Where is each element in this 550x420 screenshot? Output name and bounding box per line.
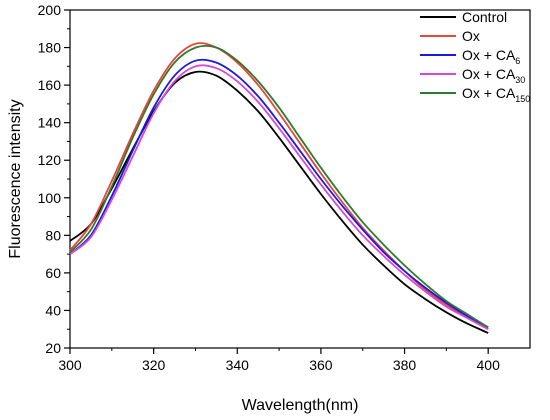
x-tick-label: 340 xyxy=(226,357,250,373)
series-line-1 xyxy=(69,70,489,334)
series-line-5 xyxy=(69,44,489,329)
x-axis: 300 320 340 360 380 400 xyxy=(58,348,500,373)
legend-label-4: Ox + CA30 xyxy=(462,66,525,85)
series-line-2 xyxy=(69,42,489,330)
legend-label-1: Control xyxy=(462,9,507,25)
series-line-3 xyxy=(69,58,489,329)
legend-label-2: Ox xyxy=(462,28,480,44)
y-tick-label: 100 xyxy=(38,190,62,206)
x-tick-label: 380 xyxy=(393,357,417,373)
x-tick-label: 400 xyxy=(477,357,501,373)
series-line-4 xyxy=(69,64,489,330)
y-axis-title: Fluorescence intensity xyxy=(7,99,24,258)
plot-frame xyxy=(69,9,531,349)
y-tick-label: 200 xyxy=(38,2,62,18)
y-axis: 20 40 60 80 100 120 140 160 180 200 xyxy=(38,2,70,356)
legend-label-5: Ox + CA150 xyxy=(462,85,530,104)
x-tick-label: 320 xyxy=(142,357,166,373)
y-tick-label: 160 xyxy=(38,77,62,93)
x-axis-title: Wavelength(nm) xyxy=(242,397,359,414)
y-tick-label: 80 xyxy=(45,227,61,243)
plot-border xyxy=(69,9,531,349)
y-tick-label: 140 xyxy=(38,115,62,131)
x-tick-label: 300 xyxy=(58,357,82,373)
y-tick-label: 180 xyxy=(38,40,62,56)
y-tick-label: 20 xyxy=(45,340,61,356)
y-tick-label: 40 xyxy=(45,302,61,318)
y-tick-label: 120 xyxy=(38,152,62,168)
x-tick-label: 360 xyxy=(309,357,333,373)
series-lines xyxy=(69,42,489,334)
y-tick-label: 60 xyxy=(45,265,61,281)
legend-label-3: Ox + CA6 xyxy=(462,47,520,66)
